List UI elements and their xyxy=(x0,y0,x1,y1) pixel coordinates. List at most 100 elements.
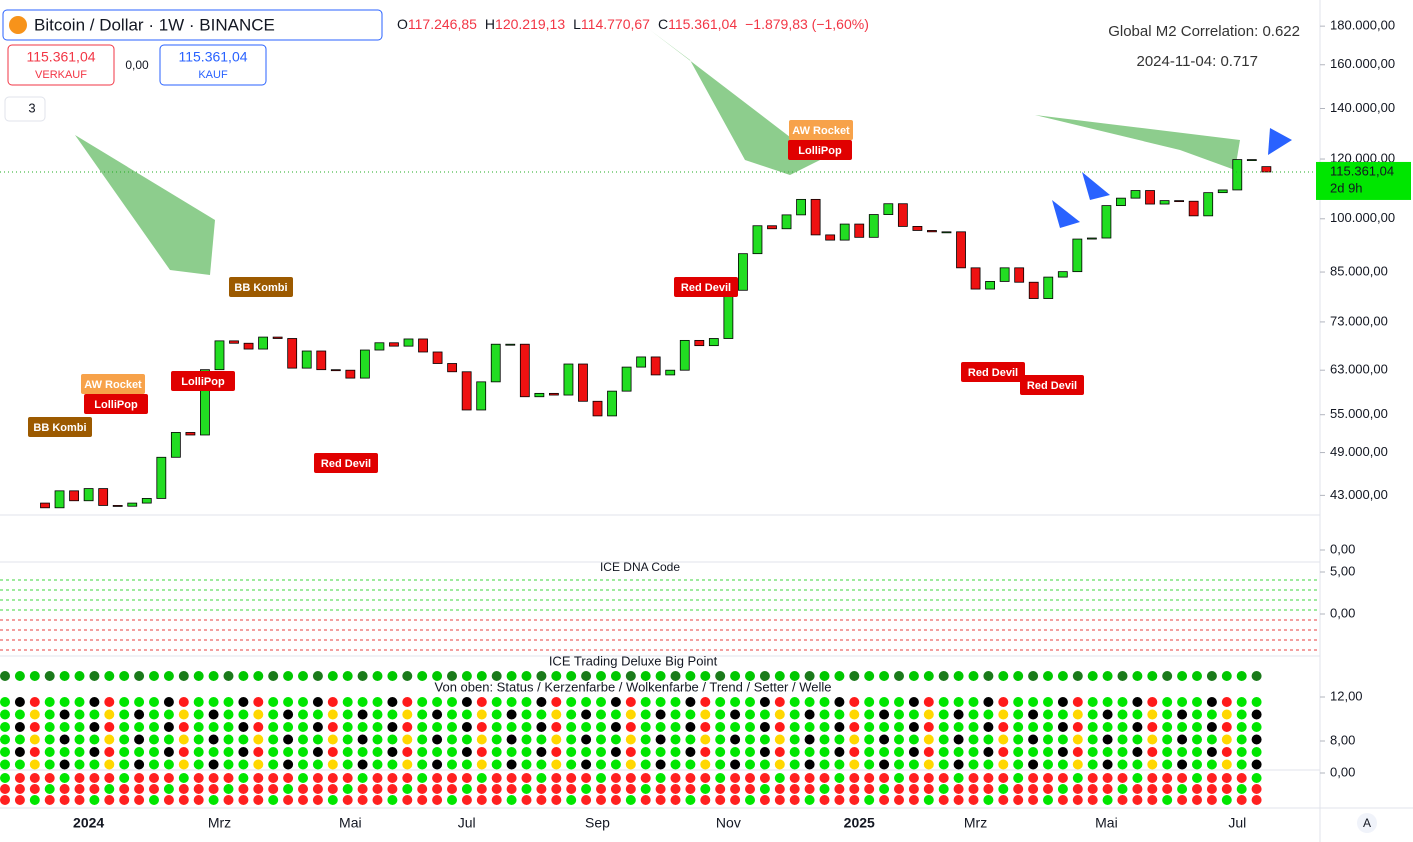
signal-dot xyxy=(938,697,949,707)
signal-dot xyxy=(894,709,904,720)
status-dot xyxy=(149,671,159,681)
wave-dot xyxy=(759,795,770,805)
signal-dot xyxy=(402,709,413,720)
wave-dot xyxy=(685,773,696,783)
signal-dot xyxy=(253,747,264,757)
wave-dot xyxy=(1177,784,1188,794)
ohlc-value: 120.219,13 xyxy=(495,16,565,32)
signal-dot xyxy=(953,759,964,770)
candle xyxy=(1130,190,1141,199)
signal-dot xyxy=(923,697,934,707)
wave-dot xyxy=(1147,784,1158,794)
candle xyxy=(781,214,792,230)
wave-dot xyxy=(1072,795,1083,805)
signal-dot xyxy=(700,734,711,745)
signal-dot xyxy=(1072,734,1083,745)
signal-dot xyxy=(968,709,979,720)
wave-dot xyxy=(134,795,145,805)
annotation-box xyxy=(84,394,148,414)
signal-dot xyxy=(417,759,428,770)
signal-dot xyxy=(134,759,145,770)
signal-dot xyxy=(327,709,338,720)
status-dot xyxy=(1192,671,1202,681)
signal-dot xyxy=(59,734,70,745)
wave-dot xyxy=(1072,784,1083,794)
candle xyxy=(490,343,501,383)
signal-dot xyxy=(223,697,234,707)
wave-dot xyxy=(685,795,696,805)
signal-dot xyxy=(1117,697,1128,707)
ohlc-key: H xyxy=(485,16,495,32)
candle xyxy=(505,343,516,346)
signal-dot xyxy=(44,759,55,770)
signal-dot xyxy=(253,734,264,745)
y-tick-label: 120.000,00 xyxy=(1330,150,1395,165)
signal-dot xyxy=(447,709,457,720)
signal-dot xyxy=(640,747,651,757)
signal-dot xyxy=(178,697,189,707)
wave-dot xyxy=(536,773,547,783)
wave-dot xyxy=(402,773,413,783)
auto-button[interactable] xyxy=(1357,813,1377,833)
signal-dot xyxy=(491,747,502,757)
status-dot xyxy=(700,671,711,681)
wave-dot xyxy=(1028,773,1039,783)
signal-dot xyxy=(715,734,726,745)
signal-dot xyxy=(715,722,726,732)
signal-dot xyxy=(789,722,800,732)
status-dot xyxy=(745,671,755,681)
signal-dot xyxy=(1162,747,1173,757)
status-dot xyxy=(0,671,10,681)
signal-dot xyxy=(357,734,368,745)
buy-button[interactable] xyxy=(159,44,267,86)
candle xyxy=(636,356,647,368)
signal-dot xyxy=(1162,697,1173,707)
signal-dot xyxy=(506,722,517,732)
signal-dot xyxy=(804,709,815,720)
wave-dot xyxy=(283,795,294,805)
signal-dot xyxy=(983,697,994,707)
wave-dot xyxy=(759,773,770,783)
status-dot xyxy=(74,671,85,681)
candle xyxy=(563,363,574,396)
signal-dot xyxy=(402,759,413,770)
signal-dot xyxy=(178,747,189,757)
candle xyxy=(287,338,298,369)
wave-dot xyxy=(342,795,353,805)
signal-dot xyxy=(1028,759,1039,770)
signal-dot xyxy=(0,747,10,757)
candle xyxy=(1159,200,1170,205)
wave-dot xyxy=(283,773,294,783)
status-dot xyxy=(640,671,651,681)
signal-dot xyxy=(610,747,621,757)
indicator-toggle[interactable] xyxy=(4,96,46,122)
signal-dot xyxy=(655,759,666,770)
signal-dot xyxy=(298,709,308,720)
signal-dot xyxy=(610,759,621,770)
signal-dot xyxy=(89,722,100,732)
signal-dot xyxy=(193,759,204,770)
wave-dot xyxy=(804,784,815,794)
sell-button[interactable] xyxy=(7,44,115,86)
spread: 0,00 xyxy=(125,58,149,72)
signal-dot xyxy=(596,747,606,757)
signal-dot xyxy=(89,747,100,757)
signal-dot xyxy=(89,709,100,720)
signal-dot xyxy=(789,697,800,707)
signal-dot xyxy=(715,709,726,720)
wave-dot xyxy=(655,795,666,805)
signal-dot xyxy=(908,697,919,707)
wave-dot xyxy=(819,784,830,794)
symbol-box[interactable] xyxy=(2,9,383,41)
signal-dot xyxy=(834,709,845,720)
wave-dot xyxy=(894,795,904,805)
wave-dot xyxy=(0,795,10,805)
wave-dot xyxy=(879,784,890,794)
signal-dot xyxy=(44,747,55,757)
wave-dot xyxy=(149,773,159,783)
signal-dot xyxy=(774,734,785,745)
signal-dot xyxy=(521,722,532,732)
signal-dot xyxy=(178,709,189,720)
status-dot xyxy=(923,671,934,681)
